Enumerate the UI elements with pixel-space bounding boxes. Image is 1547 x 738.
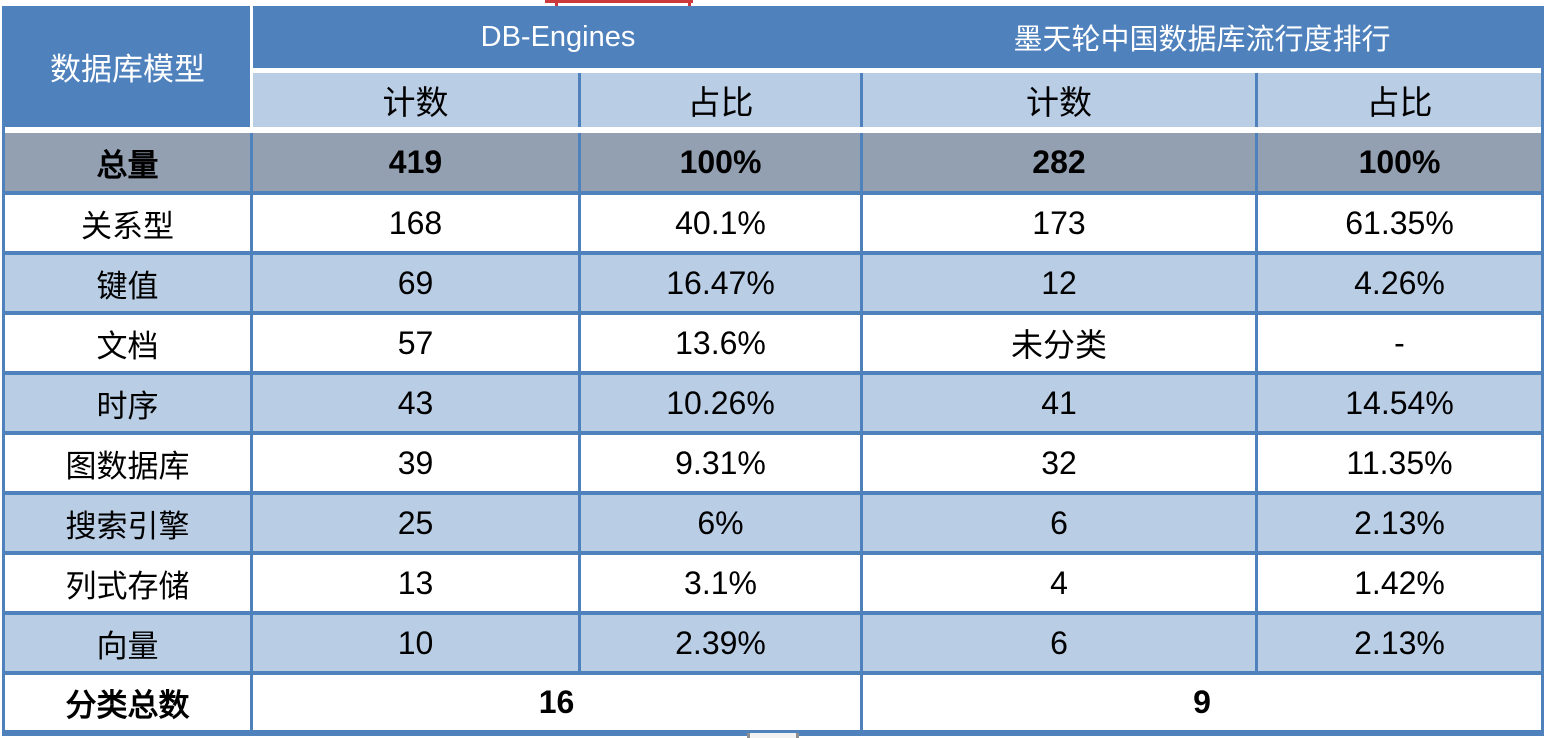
row-label: 列式存储 <box>5 555 253 611</box>
sub-header-count-db: 计数 <box>253 73 581 127</box>
cell-percent-modb: 4.26% <box>1354 264 1445 301</box>
sub-header-row: 计数 占比 计数 占比 <box>253 73 1541 127</box>
table-header: 数据库模型 DB-Engines 墨天轮中国数据库流行度排行 计数 占比 计数 … <box>5 6 1541 127</box>
cell-percent-db: 100% <box>581 133 863 191</box>
sub-header-percent-db: 占比 <box>581 73 863 127</box>
red-underline-artifact <box>545 0 693 7</box>
table-row: 关系型 168 40.1% 173 61.35% <box>5 191 1541 251</box>
header-right-block: DB-Engines 墨天轮中国数据库流行度排行 计数 占比 计数 占比 <box>253 6 1541 127</box>
cell-count-modb: 282 <box>863 133 1258 191</box>
sub-header-percent-modb: 占比 <box>1258 73 1541 127</box>
cell-count-db: 25 <box>253 495 581 551</box>
cell-percent-db: 40.1% <box>581 195 863 251</box>
row-label: 总量 <box>5 133 253 191</box>
cell-category-total-modb: 9 <box>1193 684 1211 720</box>
group-header-db-engines: DB-Engines <box>253 6 863 68</box>
table-row: 列式存储 13 3.1% 4 1.42% <box>5 551 1541 611</box>
cell-count-modb: 41 <box>863 375 1258 431</box>
cell-category-total-db: 16 <box>253 675 863 730</box>
cell-count-modb: 6 <box>863 495 1258 551</box>
cell-count-db: 168 <box>253 195 581 251</box>
cell-percent-db: 6% <box>581 495 863 551</box>
group-header-row: DB-Engines 墨天轮中国数据库流行度排行 <box>253 6 1541 68</box>
table-row: 键值 69 16.47% 12 4.26% <box>5 251 1541 311</box>
cell-count-db: 43 <box>253 375 581 431</box>
corner-header-cell: 数据库模型 <box>5 6 250 127</box>
cell-percent-modb: - <box>1394 324 1405 361</box>
cell-count-db: 57 <box>253 315 581 371</box>
row-label: 搜索引擎 <box>5 495 253 551</box>
cell-count-modb: 173 <box>863 195 1258 251</box>
row-label: 时序 <box>5 375 253 431</box>
row-label: 文档 <box>5 315 253 371</box>
table-row: 时序 43 10.26% 41 14.54% <box>5 371 1541 431</box>
cell-count-db: 13 <box>253 555 581 611</box>
cell-count-db: 69 <box>253 255 581 311</box>
table-row: 图数据库 39 9.31% 32 11.35% <box>5 431 1541 491</box>
table-row: 文档 57 13.6% 未分类 - <box>5 311 1541 371</box>
cell-percent-modb: 100% <box>1358 143 1441 180</box>
cell-count-db: 39 <box>253 435 581 491</box>
header-divider <box>253 68 1541 73</box>
group-header-modb: 墨天轮中国数据库流行度排行 <box>863 6 1541 68</box>
table-row: 搜索引擎 25 6% 6 2.13% <box>5 491 1541 551</box>
cell-count-modb: 4 <box>863 555 1258 611</box>
cell-count-modb: 12 <box>863 255 1258 311</box>
row-label: 分类总数 <box>5 675 253 730</box>
cell-count-modb: 6 <box>863 615 1258 671</box>
cell-percent-modb: 61.35% <box>1345 204 1454 241</box>
cell-percent-modb: 14.54% <box>1345 384 1454 421</box>
horizontal-scrollbar-thumb[interactable] <box>747 733 799 738</box>
row-label: 向量 <box>5 615 253 671</box>
cell-percent-db: 3.1% <box>581 555 863 611</box>
cell-percent-modb: 11.35% <box>1346 444 1453 481</box>
cell-percent-db: 9.31% <box>581 435 863 491</box>
table-row: 向量 10 2.39% 6 2.13% <box>5 611 1541 671</box>
cell-percent-db: 10.26% <box>581 375 863 431</box>
row-label: 图数据库 <box>5 435 253 491</box>
cell-percent-db: 16.47% <box>581 255 863 311</box>
row-label: 键值 <box>5 255 253 311</box>
cell-count-db: 419 <box>253 133 581 191</box>
cell-count-modb: 未分类 <box>863 315 1258 371</box>
cell-percent-db: 13.6% <box>581 315 863 371</box>
cell-percent-db: 2.39% <box>581 615 863 671</box>
cell-count-db: 10 <box>253 615 581 671</box>
database-model-comparison-table: 数据库模型 DB-Engines 墨天轮中国数据库流行度排行 计数 占比 计数 … <box>2 6 1544 736</box>
sub-header-count-modb: 计数 <box>863 73 1258 127</box>
cell-percent-modb: 2.13% <box>1354 624 1445 661</box>
cell-count-modb: 32 <box>863 435 1258 491</box>
header-body-divider <box>5 127 1541 133</box>
table-row-total: 总量 419 100% 282 100% <box>5 133 1541 191</box>
row-label: 关系型 <box>5 195 253 251</box>
table-row-category-totals: 分类总数 16 9 <box>5 671 1541 730</box>
cell-percent-modb: 2.13% <box>1354 504 1445 541</box>
cell-percent-modb: 1.42% <box>1354 564 1445 601</box>
